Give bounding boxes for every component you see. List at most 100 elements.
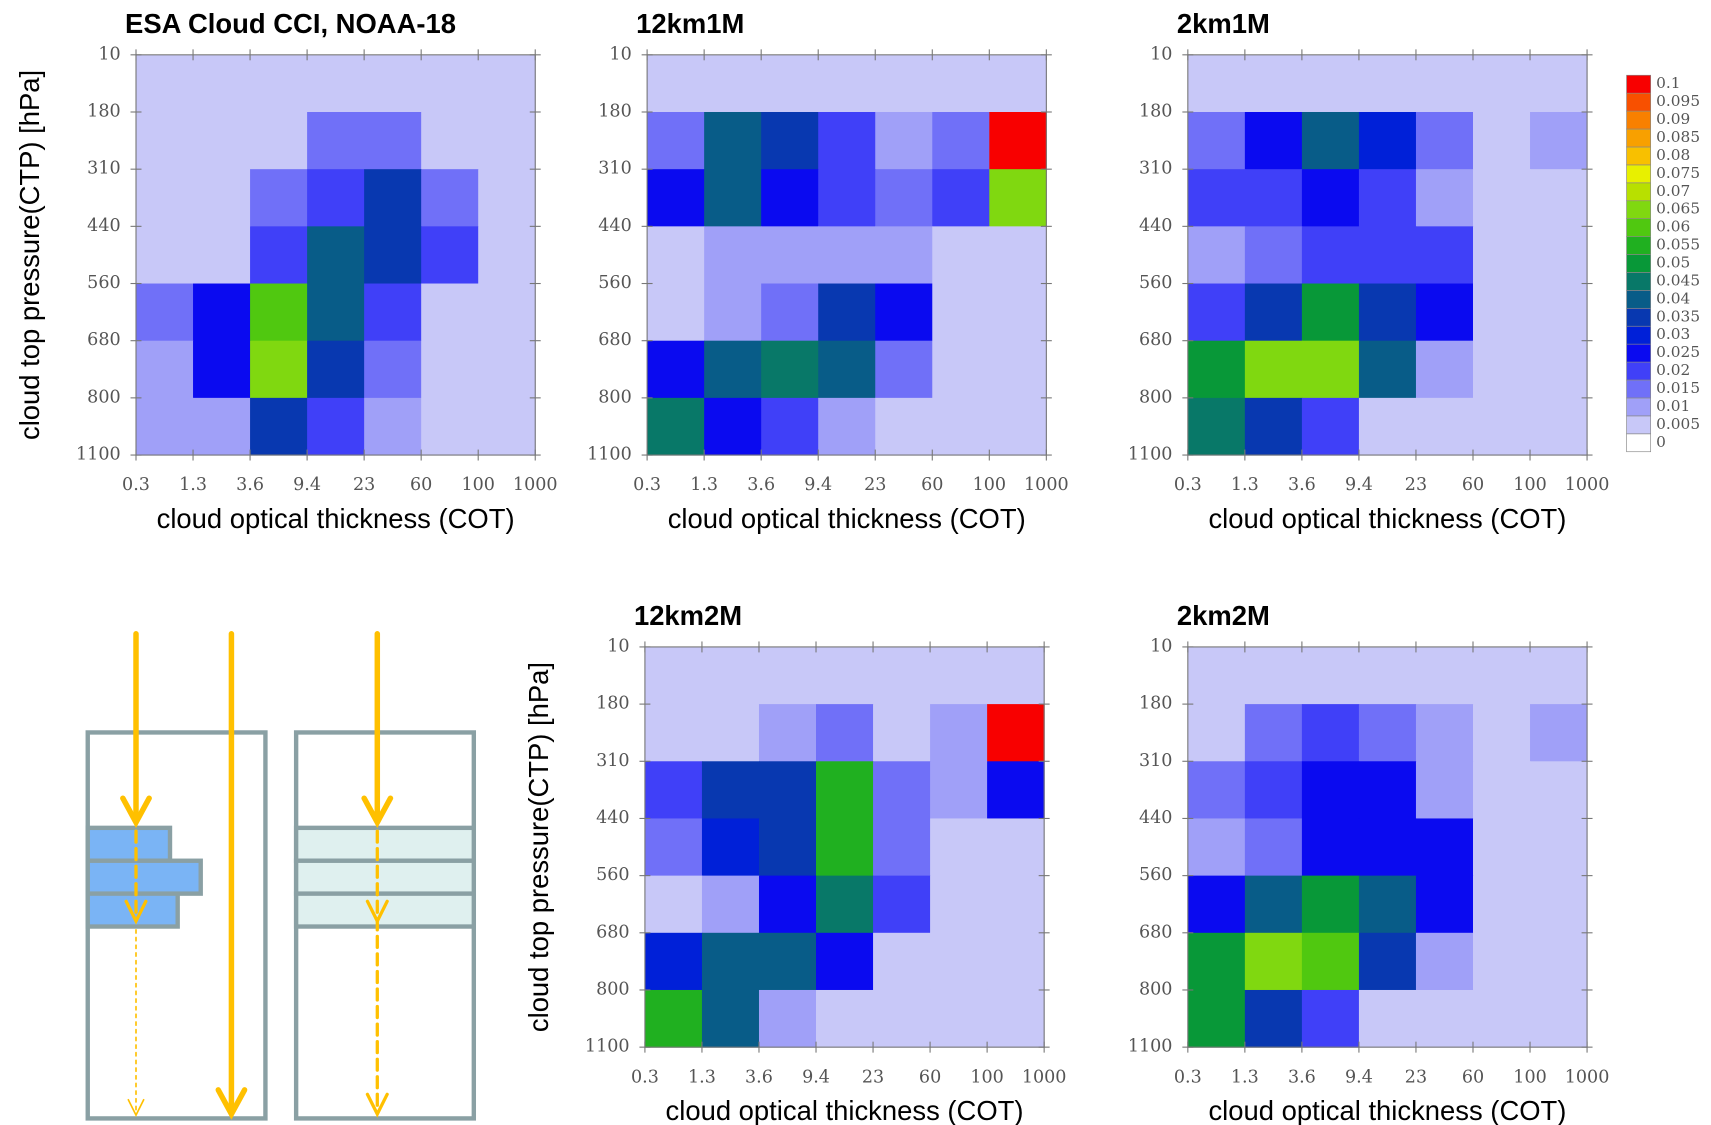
x-tick-label: 9.4 — [1345, 1067, 1373, 1087]
y-tick-label: 440 — [87, 216, 120, 236]
cell — [136, 112, 194, 170]
cell — [193, 341, 251, 399]
cell — [930, 704, 988, 762]
cloud-layer — [88, 828, 170, 861]
cell — [1245, 112, 1303, 170]
cell — [1245, 704, 1303, 762]
y-tick-label: 1100 — [1128, 1037, 1173, 1057]
cell — [1302, 169, 1360, 227]
cell — [1188, 990, 1246, 1048]
cell — [1416, 876, 1474, 934]
heatmap-panel: 1018031044056068080011000.31.33.69.42360… — [1128, 8, 1610, 534]
cell — [873, 876, 931, 934]
cell — [1473, 169, 1531, 227]
x-tick-label: 23 — [864, 475, 886, 495]
x-axis-label: cloud optical thickness (COT) — [1208, 1095, 1566, 1125]
cell — [478, 398, 536, 456]
y-tick-label: 10 — [1150, 636, 1172, 656]
cell — [816, 933, 874, 991]
cell — [1359, 284, 1417, 342]
cell — [1302, 818, 1360, 876]
cell — [1530, 226, 1588, 284]
x-tick-label: 100 — [1513, 475, 1546, 495]
cell — [704, 284, 762, 342]
cell — [818, 226, 876, 284]
cell — [1416, 933, 1474, 991]
y-axis-label: cloud top pressure(CTP) [hPa] — [523, 662, 554, 1032]
cell — [421, 169, 479, 227]
x-axis-label: cloud optical thickness (COT) — [668, 503, 1026, 534]
cell — [873, 933, 931, 991]
cell — [989, 226, 1047, 284]
figure: 1018031044056068080011000.31.33.69.42360… — [0, 0, 1711, 1125]
y-tick-label: 1100 — [585, 1037, 630, 1057]
cell — [1359, 933, 1417, 991]
cell — [1416, 112, 1474, 170]
y-tick-label: 310 — [598, 159, 631, 179]
cell — [1245, 398, 1303, 456]
cell — [1473, 112, 1531, 170]
cell — [761, 284, 819, 342]
cell — [364, 341, 422, 399]
y-tick-label: 1100 — [587, 445, 632, 465]
colorbar-box — [1627, 255, 1651, 273]
cell — [816, 818, 874, 876]
chart-title: 2km2M — [1177, 600, 1270, 631]
cell — [1530, 761, 1588, 819]
x-tick-label: 9.4 — [804, 475, 832, 495]
cell — [987, 704, 1045, 762]
colorbar-label: 0.01 — [1656, 397, 1690, 415]
y-tick-label: 560 — [1139, 865, 1172, 885]
cell — [816, 704, 874, 762]
x-tick-label: 1000 — [1024, 475, 1069, 495]
cell — [478, 55, 536, 113]
colorbar-box — [1627, 183, 1651, 201]
cell — [1530, 55, 1588, 113]
colorbar-label: 0.035 — [1656, 307, 1700, 325]
y-tick-label: 1100 — [1128, 445, 1173, 465]
y-tick-label: 680 — [598, 330, 631, 350]
x-tick-label: 3.6 — [745, 1067, 773, 1087]
colorbar-label: 0.05 — [1656, 253, 1690, 271]
cloud-layer — [296, 861, 474, 894]
cell — [193, 398, 251, 456]
cell — [1188, 933, 1246, 991]
cell — [136, 341, 194, 399]
y-tick-label: 560 — [87, 273, 120, 293]
chart-title: 2km1M — [1177, 8, 1270, 39]
colorbar-box — [1627, 434, 1651, 452]
chart-title: 12km1M — [636, 8, 744, 39]
cell — [307, 112, 365, 170]
cell — [1302, 226, 1360, 284]
cell — [1245, 284, 1303, 342]
cell — [1530, 398, 1588, 456]
colorbar-label: 0.055 — [1656, 236, 1700, 254]
cell — [761, 341, 819, 399]
cell — [193, 226, 251, 284]
cell — [1359, 990, 1417, 1048]
cell — [1302, 284, 1360, 342]
cell — [136, 226, 194, 284]
cell — [1188, 341, 1246, 399]
cell — [1416, 226, 1474, 284]
cell — [704, 169, 762, 227]
colorbar-label: 0.03 — [1656, 325, 1690, 343]
cell — [989, 112, 1047, 170]
cell — [759, 818, 817, 876]
cell — [136, 398, 194, 456]
cell — [818, 112, 876, 170]
cell — [1302, 990, 1360, 1048]
cell — [364, 284, 422, 342]
y-tick-label: 10 — [1150, 44, 1172, 64]
cell — [1473, 818, 1531, 876]
cell — [364, 169, 422, 227]
cell — [645, 876, 703, 934]
y-tick-label: 800 — [1139, 387, 1172, 407]
cell — [193, 169, 251, 227]
cell — [989, 341, 1047, 399]
cell — [1245, 876, 1303, 934]
colorbar-label: 0.085 — [1656, 128, 1700, 146]
x-axis-label: cloud optical thickness (COT) — [666, 1095, 1024, 1125]
cell — [1416, 55, 1474, 113]
cell — [307, 169, 365, 227]
